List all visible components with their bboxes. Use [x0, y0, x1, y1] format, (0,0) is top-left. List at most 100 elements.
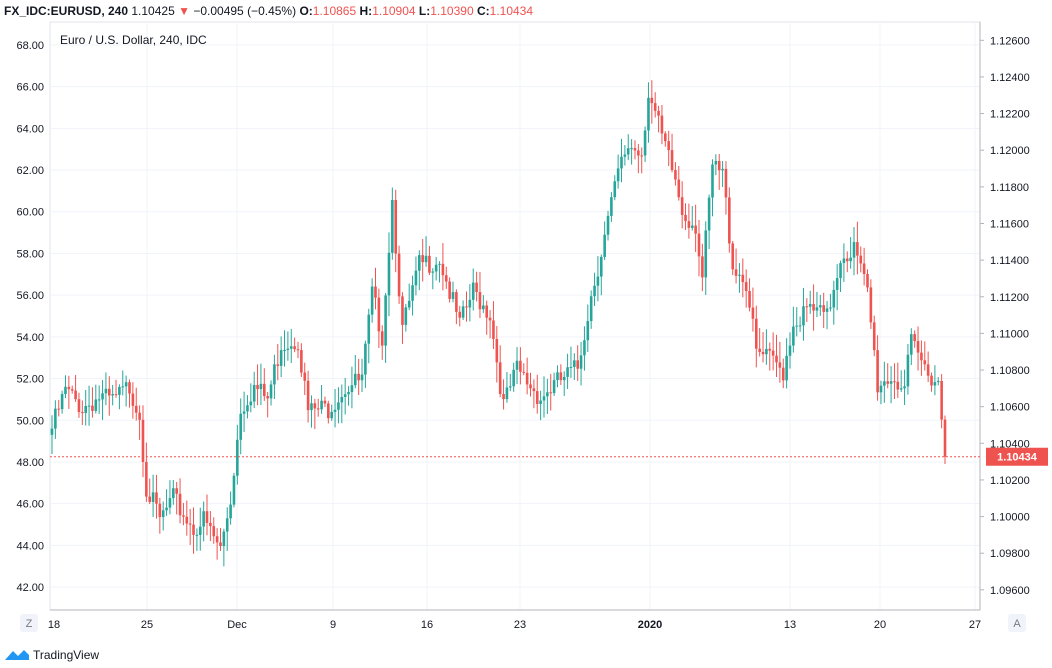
candle-body [512, 369, 515, 387]
candle-body [232, 475, 236, 505]
candle-body [380, 331, 384, 346]
candle-body [249, 401, 253, 406]
candle-body [50, 428, 54, 435]
candle-body [596, 276, 600, 286]
candle-body [172, 488, 175, 499]
x-tick-label: 23 [514, 619, 526, 631]
left-tick-label: 54.00 [16, 332, 44, 344]
candle-body [936, 380, 940, 383]
candle-body [943, 419, 947, 457]
left-tick-label: 68.00 [16, 40, 44, 52]
candle-body [212, 526, 216, 537]
candle-body [515, 360, 519, 370]
candle-body [276, 364, 280, 366]
candle-body [195, 534, 199, 536]
candle-body [178, 493, 182, 516]
candle-body [455, 292, 458, 312]
last-price-value: 1.10425 [131, 4, 175, 18]
candle-body [262, 383, 266, 397]
candle-body [205, 511, 209, 523]
candle-body [508, 386, 512, 388]
candle-body [805, 306, 809, 308]
right-tick-label: 1.09800 [990, 548, 1030, 560]
candle-body [714, 160, 718, 165]
candle-body [488, 317, 492, 321]
price-chart[interactable]: 68.00 66.00 64.00 62.00 60.00 58.00 56.00 54.00… [0, 0, 1052, 640]
candle-body [434, 264, 438, 272]
candle-body [384, 295, 387, 346]
candle-body [552, 380, 556, 394]
symbol-name[interactable]: FX_IDC:EURUSD, 240 [4, 4, 129, 18]
candle-body [684, 214, 687, 222]
tradingview-logo[interactable]: TradingView [4, 646, 99, 664]
candle-body [556, 372, 559, 381]
candle-body [845, 258, 849, 262]
x-tick-label: 2020 [638, 619, 662, 631]
candle-body [532, 388, 536, 392]
tradingview-brand: TradingView [33, 648, 100, 662]
candle-body [101, 393, 104, 400]
candle-body [256, 384, 259, 390]
candle-body [320, 400, 323, 410]
candle-body [687, 221, 691, 228]
candle-body [495, 338, 499, 363]
candle-body [394, 200, 398, 254]
price-change: −0.00495 (−0.45%) [193, 4, 297, 18]
candle-body [448, 281, 451, 299]
left-tick-label: 60.00 [16, 207, 44, 219]
candle-body [694, 225, 697, 234]
candle-body [57, 408, 61, 410]
candle-body [573, 360, 576, 368]
right-tick-label: 1.10000 [990, 512, 1030, 524]
candle-body [451, 292, 455, 299]
candle-body [138, 412, 141, 420]
candle-body [246, 405, 249, 412]
candle-body [660, 115, 664, 134]
candle-body [313, 403, 317, 409]
candle-body [690, 225, 694, 228]
candle-body [569, 367, 573, 369]
candle-body [562, 376, 566, 381]
candle-body [940, 380, 943, 420]
x-tick-label: 27 [969, 619, 981, 631]
left-tick-label: 62.00 [16, 165, 44, 177]
candle-body [165, 507, 168, 511]
candle-body [104, 388, 108, 394]
candle-body [748, 291, 751, 308]
candle-body [653, 103, 657, 111]
candle-body [340, 396, 344, 403]
candle-body [337, 402, 340, 410]
candle-body [724, 168, 728, 198]
candle-body [286, 348, 290, 350]
candle-body [822, 305, 825, 312]
candle-body [492, 320, 495, 339]
candle-body [465, 306, 468, 308]
candle-body [188, 523, 192, 525]
candle-body [97, 399, 101, 401]
candle-body [377, 297, 381, 332]
candle-body [906, 354, 910, 387]
right-tick-label: 1.11000 [990, 328, 1029, 340]
candle-body [815, 307, 819, 311]
candle-body [768, 348, 772, 351]
candle-body [832, 289, 836, 308]
candle-body [461, 306, 465, 318]
candle-body [583, 340, 586, 356]
candle-body [225, 518, 229, 532]
candle-body [812, 304, 815, 311]
candle-body [367, 314, 371, 344]
candle-body [498, 362, 502, 394]
candle-body [926, 364, 930, 376]
candle-body [664, 133, 667, 142]
left-tick-label: 66.00 [16, 82, 44, 94]
candle-body [754, 318, 758, 349]
candle-body [239, 413, 243, 440]
left-tick-label: 56.00 [16, 290, 44, 302]
candle-body [475, 282, 478, 293]
candle-body [839, 263, 842, 279]
candle-body [404, 307, 408, 325]
candle-body [728, 197, 731, 244]
candle-body [310, 403, 313, 411]
candle-body [441, 263, 445, 276]
candle-body [60, 394, 64, 410]
